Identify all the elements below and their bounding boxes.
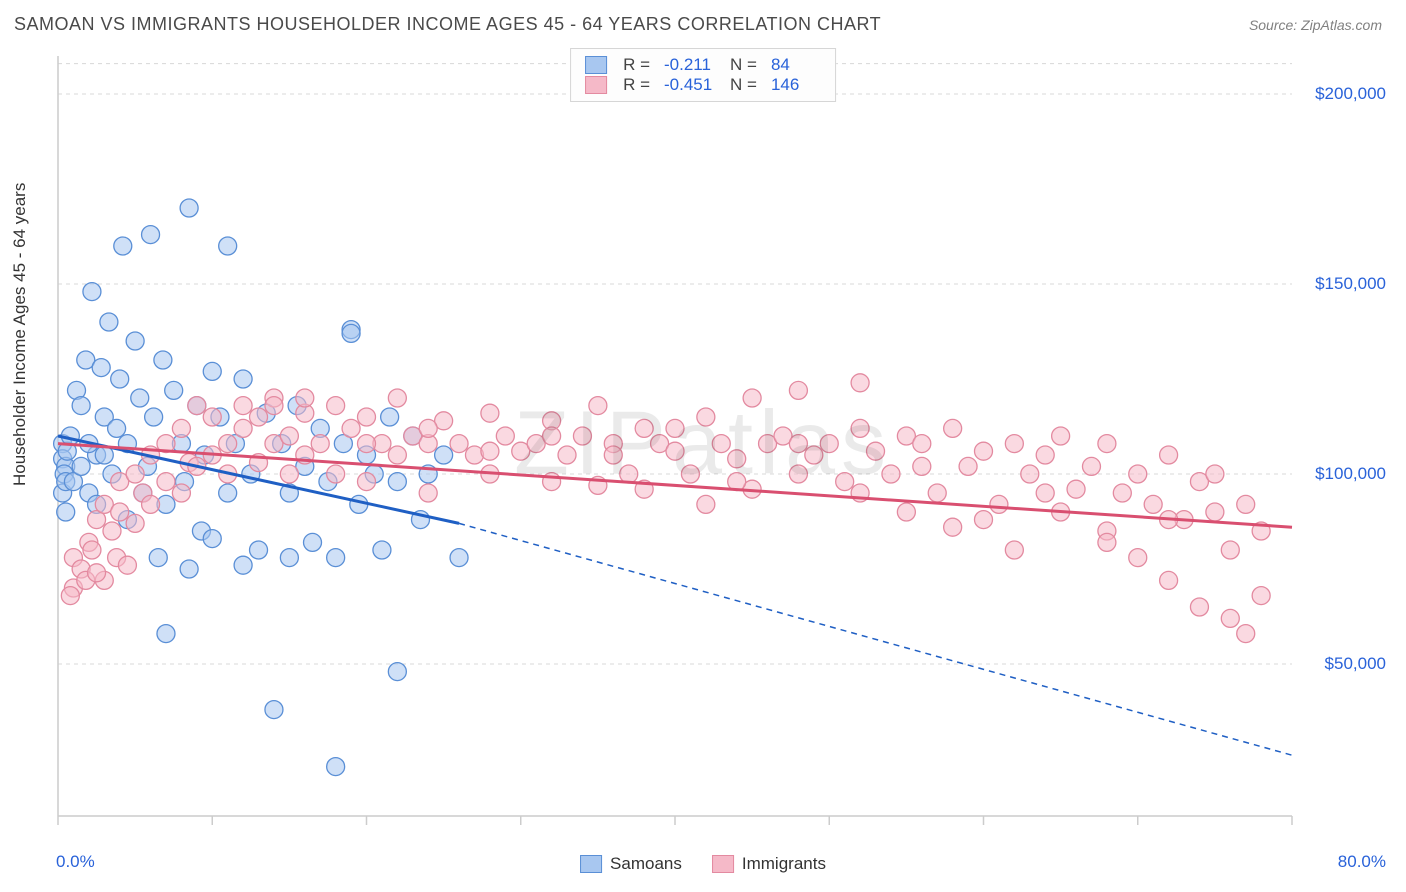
y-tick-label: $100,000 <box>1315 464 1386 484</box>
legend-row-series-2: R = -0.451 N = 146 <box>585 75 821 95</box>
n-value-series-1: 84 <box>771 55 821 75</box>
r-value-series-2: -0.451 <box>664 75 714 95</box>
legend-label: Immigrants <box>742 854 826 874</box>
scatter-plot <box>14 46 1392 876</box>
swatch-icon <box>580 855 602 873</box>
r-value-series-1: -0.211 <box>664 55 714 75</box>
n-value-series-2: 146 <box>771 75 821 95</box>
chart-container: Householder Income Ages 45 - 64 years ZI… <box>14 46 1392 876</box>
x-axis-min-label: 0.0% <box>56 852 95 872</box>
legend-row-series-1: R = -0.211 N = 84 <box>585 55 821 75</box>
y-tick-label: $50,000 <box>1325 654 1386 674</box>
y-tick-label: $200,000 <box>1315 84 1386 104</box>
n-label: N = <box>730 75 757 95</box>
x-axis-max-label: 80.0% <box>1338 852 1386 872</box>
y-tick-label: $150,000 <box>1315 274 1386 294</box>
source-credit: Source: ZipAtlas.com <box>1249 17 1382 33</box>
swatch-series-1 <box>585 56 607 74</box>
n-label: N = <box>730 55 757 75</box>
r-label: R = <box>623 55 650 75</box>
correlation-legend: R = -0.211 N = 84 R = -0.451 N = 146 <box>570 48 836 102</box>
legend-item: Samoans <box>580 854 682 874</box>
chart-title: SAMOAN VS IMMIGRANTS HOUSEHOLDER INCOME … <box>14 14 881 35</box>
legend-item: Immigrants <box>712 854 826 874</box>
legend-label: Samoans <box>610 854 682 874</box>
series-legend: Samoans Immigrants <box>580 854 826 874</box>
r-label: R = <box>623 75 650 95</box>
swatch-icon <box>712 855 734 873</box>
y-axis-label: Householder Income Ages 45 - 64 years <box>10 183 30 486</box>
swatch-series-2 <box>585 76 607 94</box>
